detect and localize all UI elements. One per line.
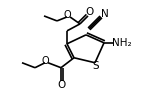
- Text: O: O: [41, 56, 49, 66]
- Text: NH₂: NH₂: [112, 38, 132, 48]
- Text: O: O: [58, 80, 66, 90]
- Text: S: S: [93, 61, 99, 71]
- Text: N: N: [101, 9, 109, 19]
- Text: O: O: [85, 7, 93, 17]
- Text: O: O: [63, 10, 71, 20]
